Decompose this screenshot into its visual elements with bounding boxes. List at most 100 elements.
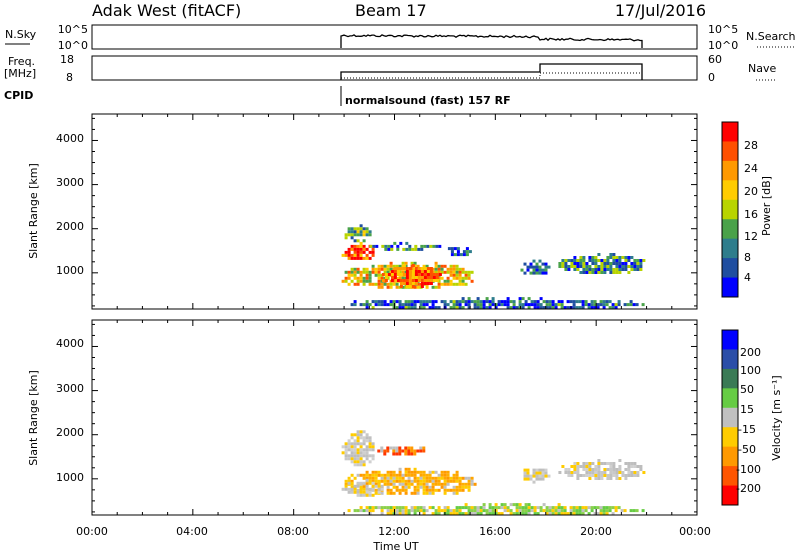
data-cell [420,247,424,251]
data-cell [359,227,363,231]
data-cell [470,479,474,483]
data-cell [401,476,405,480]
data-cell [458,270,462,274]
freq-tick-bottom: 8 [66,71,73,84]
data-cell [443,279,447,283]
data-cell [530,506,534,510]
data-cell [380,276,384,280]
data-cell [416,470,420,474]
data-cell [365,470,369,474]
freq-label-2: [MHz] [4,67,36,80]
data-cell [380,476,384,480]
power-ytick-4000: 4000 [56,132,84,145]
data-cell [399,285,403,288]
data-cell [371,473,375,477]
data-cell [503,506,507,510]
data-cell [512,303,516,307]
data-cell [455,303,459,307]
data-cell [602,509,606,513]
power-cbar-label: Power [dB] [760,176,773,236]
data-cell [419,446,423,450]
data-cell [344,445,348,449]
data-cell [362,487,366,491]
data-cell [356,239,360,243]
data-cell [470,476,474,480]
data-cell [411,273,415,276]
data-cell [572,509,576,513]
data-cell [594,477,598,480]
data-cell [410,479,414,483]
data-cell [383,473,387,477]
data-cell [570,465,574,468]
data-cell [532,259,536,263]
data-cell [416,509,420,513]
data-cell [576,262,580,265]
data-cell [413,303,417,307]
data-cell [398,491,402,495]
data-cell [417,276,421,279]
data-cell [443,485,447,489]
data-cell [344,233,348,237]
data-cell [530,300,534,304]
data-cell [380,285,384,289]
power-ylabel: Slant Range [km] [27,163,40,259]
data-cell [386,512,390,516]
data-cell [597,459,601,462]
data-cell [434,488,438,492]
data-cell [416,285,420,289]
data-cell [365,436,369,440]
data-cell [374,484,378,488]
data-cell [404,300,408,304]
data-cell [578,306,582,310]
data-cell [627,474,631,477]
data-cell [432,279,436,282]
data-cell [567,268,571,271]
data-cell [564,262,568,265]
data-cell [491,303,495,307]
data-cell [381,244,385,248]
data-cell [591,474,595,477]
data-cell [371,481,375,485]
nsky-label: N.Sky [5,28,37,41]
data-cell [603,462,607,465]
data-cell [350,279,354,283]
data-cell [393,267,397,270]
data-cell [465,247,469,251]
data-cell [461,279,465,283]
data-cell [573,468,577,471]
data-cell [532,468,536,472]
data-cell [467,509,471,513]
data-cell [530,303,534,307]
data-cell [446,282,450,286]
data-cell [431,485,435,489]
data-cell [642,471,646,474]
data-cell [410,261,414,265]
data-cell [542,503,546,507]
data-cell [359,279,363,283]
data-cell [434,470,438,474]
colorbar-segment [722,349,738,370]
data-cell [389,261,393,265]
data-cell [576,474,580,477]
data-cell [399,267,403,270]
data-cell [432,276,436,279]
data-cell [383,264,387,268]
data-cell [609,468,613,471]
data-cell [401,276,405,280]
power-cbar-tick-28: 28 [744,139,758,152]
data-cell [602,300,606,304]
data-cell [369,244,373,248]
data-cell [587,306,591,310]
data-cell [521,506,525,510]
nsky-frame [91,24,698,50]
data-cell [393,273,397,276]
data-cell [408,270,412,273]
data-cell [491,512,495,516]
data-cell [479,509,483,513]
data-cell [452,282,456,286]
data-cell [390,244,394,248]
data-cell [420,285,424,288]
data-cell [603,471,607,474]
data-cell [532,268,536,272]
